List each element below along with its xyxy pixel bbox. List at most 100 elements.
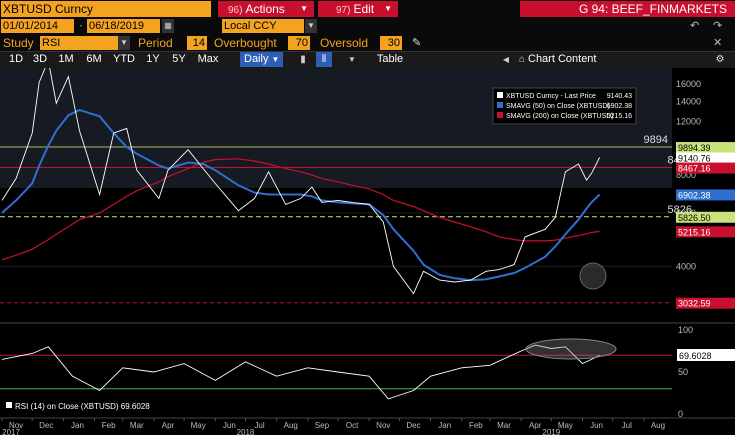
period-button-5y[interactable]: 5Y bbox=[172, 53, 186, 65]
settings-icon[interactable]: ⚙ bbox=[715, 54, 725, 65]
legend-swatch bbox=[497, 102, 503, 108]
toolbar bbox=[0, 51, 735, 68]
axis-badge: 9894.39 bbox=[678, 143, 711, 153]
legend-item-label: SMAVG (200) on Close (XBTUSD) bbox=[506, 113, 614, 120]
x-axis-labels: Nov Dec Jan Feb Mar Apr May Jun Jul Aug Sep Oct Nov D… bbox=[1, 418, 665, 435]
title-bar: XBTUSD Curncy 96) Actions ▼ 97) Edit ▼ G 9… bbox=[0, 0, 735, 18]
x-month-label: Apr bbox=[162, 421, 175, 430]
frequency-select[interactable]: Daily ▼ bbox=[240, 52, 284, 67]
legend-item-value: 5215.16 bbox=[607, 113, 632, 120]
x-month-label: Dec bbox=[39, 421, 53, 430]
axis-badge-bg bbox=[676, 211, 735, 223]
legend-rows: XBTUSD Curncy - Last Price 9140.43 SMAVG (… bbox=[497, 92, 632, 120]
y-axis-ticks: 16000140001200010000800060004000 bbox=[0, 79, 701, 271]
series-layer bbox=[1, 68, 601, 295]
close-icon[interactable]: ✕ bbox=[713, 37, 723, 49]
axis-badge-bg bbox=[676, 162, 735, 174]
rsi-line bbox=[1, 344, 600, 400]
smavg-200-line bbox=[1, 158, 600, 261]
x-month-label: Apr bbox=[529, 421, 542, 430]
chevron-left-icon: ◀ bbox=[502, 55, 510, 64]
smavg-50-line bbox=[1, 109, 601, 282]
overbought-field[interactable]: 70 bbox=[288, 36, 310, 50]
x-year-label: 2018 bbox=[237, 428, 255, 435]
legend-item-label: XBTUSD Curncy - Last Price bbox=[506, 93, 596, 100]
candlestick-icon[interactable]: ⫴ bbox=[316, 52, 332, 67]
undo-icon[interactable]: ↶ bbox=[690, 20, 700, 32]
period-button-1d[interactable]: 1D bbox=[8, 53, 24, 65]
rsi-value-badge: 69.6028 bbox=[679, 351, 712, 361]
rsi-axis-ticks: 100 50 0 bbox=[678, 325, 693, 419]
rsi-highlight-ellipse bbox=[525, 338, 617, 360]
start-date-field[interactable]: 01/01/2014 bbox=[1, 19, 74, 33]
y-tick-label: 12000 bbox=[676, 117, 701, 127]
x-year-label: 2017 bbox=[2, 428, 20, 435]
actions-menu-button[interactable]: 96) Actions ▼ bbox=[218, 1, 314, 17]
chart-content-button[interactable]: Chart Content bbox=[528, 53, 597, 65]
pencil-icon[interactable]: ✎ bbox=[412, 37, 422, 49]
calendar-icon[interactable]: ▦ bbox=[162, 19, 174, 33]
study-label: Study bbox=[3, 36, 34, 50]
rsi-legend-label: RSI (14) on Close (XBTUSD) 69.6028 bbox=[15, 402, 150, 411]
axis-badge: 9140.76 bbox=[678, 153, 711, 163]
x-month-label: Jun bbox=[590, 421, 603, 430]
period-button-1m[interactable]: 1M bbox=[58, 53, 74, 65]
axis-badge-bg bbox=[676, 152, 735, 164]
x-month-label: Jul bbox=[622, 421, 632, 430]
edit-menu-label: Edit bbox=[353, 2, 375, 16]
rsi-tick-label: 100 bbox=[678, 325, 693, 335]
x-month-label: Dec bbox=[406, 421, 420, 430]
legend-swatch bbox=[497, 92, 503, 98]
x-month-label: Mar bbox=[130, 421, 144, 430]
chart-type-icon[interactable]: ▮ bbox=[300, 54, 306, 65]
table-button[interactable]: Table bbox=[376, 53, 404, 65]
page-title: G 94: BEEF_FINMARKETS bbox=[520, 1, 735, 17]
rsi-badge-bg bbox=[677, 349, 735, 361]
currency-select[interactable]: Local CCY bbox=[222, 19, 304, 33]
last-price-line bbox=[1, 68, 601, 295]
chevron-down-icon[interactable]: ▼ bbox=[305, 19, 317, 33]
period-button-ytd[interactable]: YTD bbox=[113, 53, 135, 65]
chevron-down-icon[interactable]: ▼ bbox=[348, 55, 356, 64]
period-button-1y[interactable]: 1Y bbox=[146, 53, 160, 65]
period-button-max[interactable]: Max bbox=[197, 53, 219, 65]
rsi-tick-label: 50 bbox=[678, 367, 688, 377]
legend-item-value: 6902.38 bbox=[607, 103, 632, 110]
oversold-label: Oversold bbox=[320, 36, 369, 50]
actions-menu-number: 96) bbox=[228, 5, 243, 16]
study-select[interactable]: RSI bbox=[40, 36, 118, 50]
x-month-label: Jun bbox=[223, 421, 236, 430]
period-field[interactable]: 14 bbox=[187, 36, 207, 50]
main-plot-band-upper bbox=[0, 68, 672, 188]
chevron-down-icon: ▼ bbox=[271, 55, 280, 64]
overbought-label: Overbought bbox=[214, 36, 277, 50]
x-month-label: Nov bbox=[9, 421, 23, 430]
axis-badge: 6902.38 bbox=[678, 190, 711, 200]
legend-item-label: SMAVG (50) on Close (XBTUSD) bbox=[506, 103, 610, 110]
x-month-label: Nov bbox=[376, 421, 390, 430]
price-chart: 16000140001200010000800060004000 9894 84… bbox=[0, 68, 735, 435]
actions-menu-label: Actions bbox=[245, 2, 285, 16]
x-month-label: Aug bbox=[284, 421, 298, 430]
x-month-label: Mar bbox=[497, 421, 511, 430]
chevron-down-icon: ▼ bbox=[300, 4, 308, 13]
oversold-field[interactable]: 30 bbox=[380, 36, 402, 50]
axis-badge-bg bbox=[676, 189, 735, 201]
legend-swatch bbox=[497, 112, 503, 118]
rsi-tick-label: 0 bbox=[678, 409, 683, 419]
period-button-3d[interactable]: 3D bbox=[32, 53, 48, 65]
x-month-label: Jul bbox=[254, 421, 264, 430]
horizontal-levels bbox=[0, 146, 672, 304]
period-button-6m[interactable]: 6M bbox=[86, 53, 102, 65]
ticker-field[interactable]: XBTUSD Curncy bbox=[1, 1, 211, 17]
x-month-label: Feb bbox=[469, 421, 483, 430]
redo-icon[interactable]: ↷ bbox=[713, 20, 723, 32]
rsi-layer bbox=[0, 344, 672, 400]
chevron-down-icon[interactable]: ▼ bbox=[118, 36, 130, 50]
end-date-field[interactable]: 06/18/2019 bbox=[87, 19, 160, 33]
chevron-down-icon: ▼ bbox=[384, 4, 392, 13]
x-year-label: 2019 bbox=[542, 428, 560, 435]
edit-menu-button[interactable]: 97) Edit ▼ bbox=[318, 1, 398, 17]
x-month-label: Aug bbox=[651, 421, 665, 430]
